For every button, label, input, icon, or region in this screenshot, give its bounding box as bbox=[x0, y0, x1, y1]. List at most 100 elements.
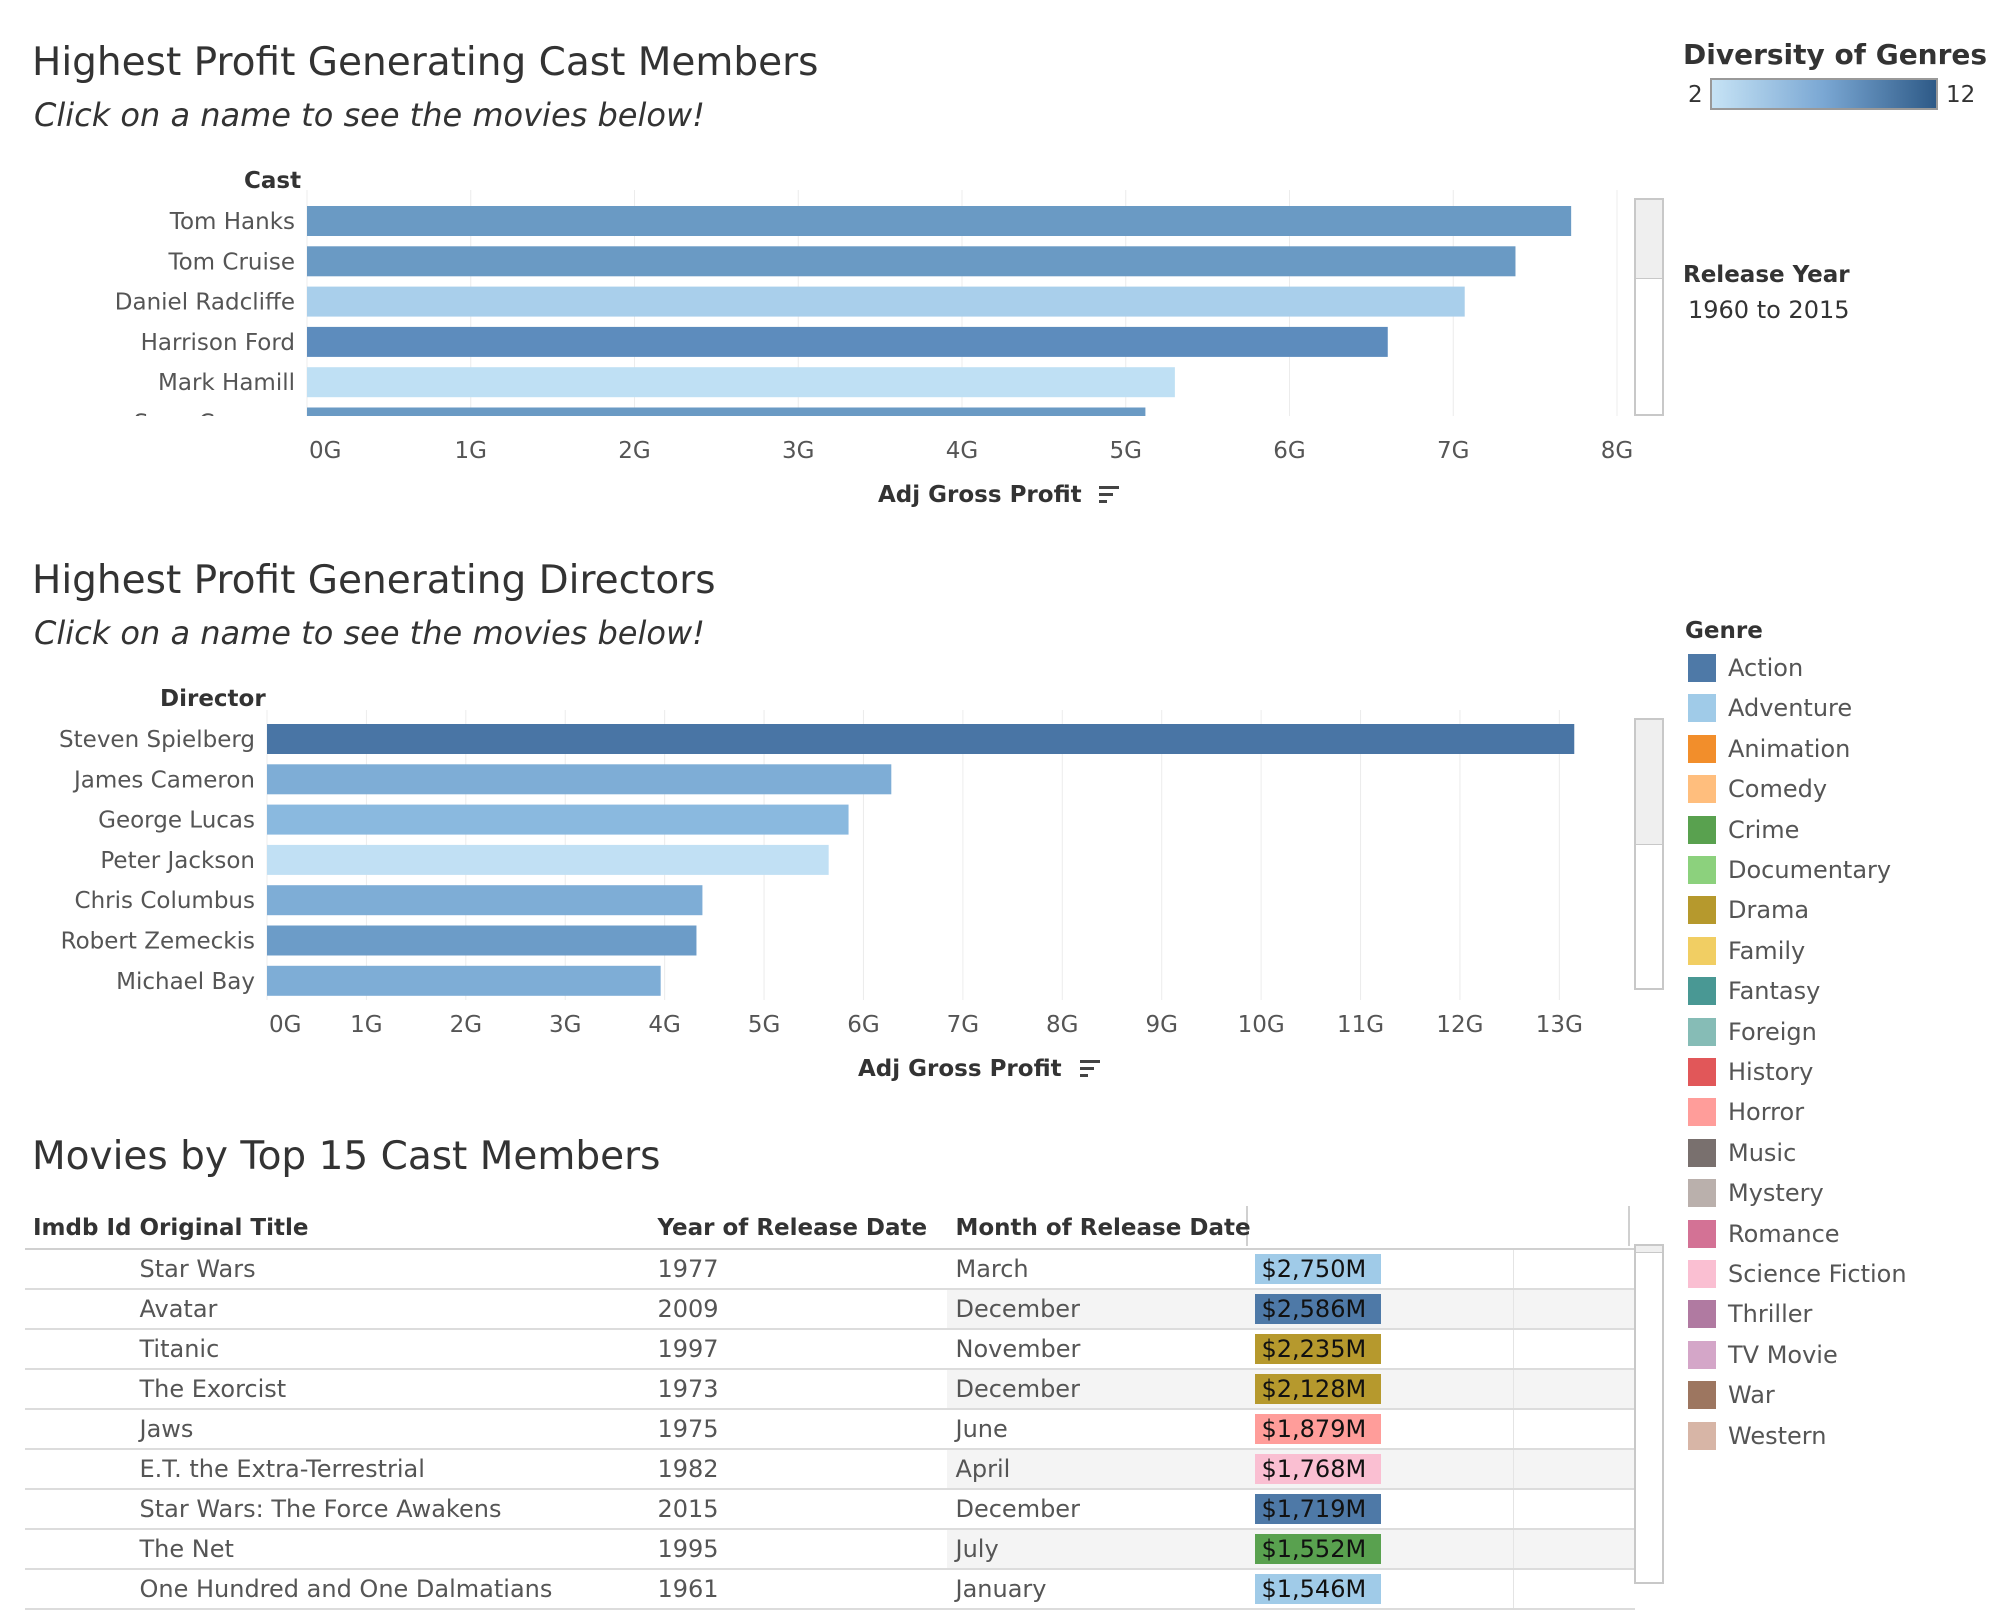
cast-name-label[interactable]: Tom Cruise bbox=[167, 249, 295, 275]
genre-legend-item[interactable]: Adventure bbox=[1688, 694, 1852, 723]
col-original-title[interactable]: Original Title bbox=[131, 1208, 650, 1250]
cast-bar[interactable] bbox=[307, 246, 1516, 277]
profit-genre-badge[interactable]: $2,586M bbox=[1255, 1294, 1382, 1324]
col-year[interactable]: Year of Release Date bbox=[649, 1208, 948, 1250]
sort-descending-icon[interactable] bbox=[1098, 484, 1121, 504]
cell-title: E.T. the Extra-Terrestrial bbox=[131, 1449, 650, 1490]
table-row[interactable]: E.T. the Extra-Terrestrial 1982 April $1,76… bbox=[25, 1449, 1635, 1490]
profit-genre-badge[interactable]: $1,546M bbox=[1255, 1574, 1382, 1604]
col-month[interactable]: Month of Release Date bbox=[947, 1208, 1256, 1250]
director-bar[interactable] bbox=[267, 804, 849, 835]
table-row[interactable]: Star Wars 1977 March $2,750M bbox=[25, 1249, 1635, 1290]
director-bar[interactable] bbox=[267, 724, 1575, 754]
cell-title: The Net bbox=[131, 1529, 650, 1570]
profit-genre-badge[interactable]: $2,128M bbox=[1255, 1374, 1382, 1404]
cast-scrollbar[interactable] bbox=[1634, 198, 1664, 416]
table-row[interactable]: Jaws 1975 June $1,879M bbox=[25, 1409, 1635, 1450]
genre-label: Western bbox=[1728, 1421, 1827, 1450]
cast-bar[interactable] bbox=[307, 206, 1572, 236]
director-name-label[interactable]: Robert Zemeckis bbox=[61, 929, 255, 955]
table-row[interactable]: The Exorcist 1973 December $2,128M bbox=[25, 1369, 1635, 1410]
profit-genre-badge[interactable]: $1,719M bbox=[1255, 1494, 1382, 1524]
cell-spacer bbox=[1512, 1529, 1635, 1570]
director-name-label[interactable]: Chris Columbus bbox=[75, 888, 255, 914]
profit-genre-badge[interactable]: $2,235M bbox=[1255, 1334, 1382, 1364]
col-imdb-id[interactable]: Imdb Id bbox=[25, 1208, 132, 1250]
cast-name-label[interactable]: Harrison Ford bbox=[141, 330, 295, 356]
table-row[interactable]: Star Wars: The Force Awakens 2015 December… bbox=[25, 1489, 1635, 1530]
cell-title: One Hundred and One Dalmatians bbox=[131, 1569, 650, 1610]
genre-legend-item[interactable]: Crime bbox=[1688, 815, 1799, 844]
genre-legend-item[interactable]: Romance bbox=[1688, 1219, 1840, 1248]
director-bar[interactable] bbox=[267, 925, 697, 956]
cast-name-label[interactable]: Tom Hanks bbox=[169, 209, 295, 235]
cast-name-label[interactable]: Sean Connery bbox=[134, 411, 295, 437]
director-tick-label: 5G bbox=[748, 1012, 780, 1038]
genre-legend-item[interactable]: History bbox=[1688, 1058, 1813, 1086]
cell-profit: $1,552M bbox=[1255, 1529, 1514, 1570]
genre-swatch bbox=[1688, 775, 1716, 804]
director-tick-label: 12G bbox=[1436, 1012, 1483, 1038]
cell-month: April bbox=[947, 1449, 1256, 1490]
genre-legend-item[interactable]: Documentary bbox=[1688, 856, 1891, 884]
genre-legend-item[interactable]: Mystery bbox=[1688, 1179, 1824, 1208]
genre-legend-item[interactable]: Foreign bbox=[1688, 1017, 1817, 1046]
genre-legend-item[interactable]: Thriller bbox=[1688, 1300, 1812, 1329]
director-bar[interactable] bbox=[267, 885, 703, 916]
genre-legend-item[interactable]: TV Movie bbox=[1688, 1340, 1838, 1369]
cell-profit: $1,879M bbox=[1255, 1409, 1514, 1450]
director-scroll-thumb[interactable] bbox=[1636, 720, 1662, 845]
genre-legend-item[interactable]: Family bbox=[1688, 936, 1805, 965]
cell-spacer bbox=[1512, 1409, 1635, 1450]
cast-bar-chart[interactable]: Tom Hanks Tom Cruise Daniel Radcliffe Harri… bbox=[0, 190, 1640, 480]
director-bar-chart[interactable]: Steven Spielberg James Cameron George Luca… bbox=[0, 710, 1640, 1050]
director-name-label[interactable]: Michael Bay bbox=[116, 969, 255, 995]
table-row[interactable]: Titanic 1997 November $2,235M bbox=[25, 1329, 1635, 1370]
director-bar[interactable] bbox=[267, 844, 829, 875]
genre-legend-item[interactable]: War bbox=[1688, 1381, 1775, 1410]
genre-legend-item[interactable]: Music bbox=[1688, 1138, 1796, 1167]
cast-scroll-thumb[interactable] bbox=[1636, 200, 1662, 279]
genre-swatch bbox=[1688, 694, 1716, 723]
sort-descending-icon[interactable] bbox=[1079, 1058, 1102, 1078]
genre-legend-item[interactable]: Animation bbox=[1688, 734, 1850, 763]
cast-tick-label: 6G bbox=[1273, 438, 1305, 464]
cell-spacer bbox=[1512, 1249, 1635, 1290]
genre-legend-item[interactable]: Comedy bbox=[1688, 775, 1828, 804]
table-row[interactable]: The Net 1995 July $1,552M bbox=[25, 1529, 1635, 1570]
col-profit[interactable] bbox=[1255, 1208, 1514, 1250]
movies-scroll-thumb[interactable] bbox=[1636, 1246, 1662, 1253]
cast-bar[interactable] bbox=[307, 326, 1388, 357]
cast-name-label[interactable]: Daniel Radcliffe bbox=[115, 290, 295, 316]
cell-year: 1973 bbox=[649, 1369, 948, 1410]
genre-legend-item[interactable]: Fantasy bbox=[1688, 977, 1820, 1006]
director-bar[interactable] bbox=[267, 965, 661, 996]
table-row[interactable]: One Hundred and One Dalmatians 1961 Januar… bbox=[25, 1569, 1635, 1610]
cast-bar[interactable] bbox=[307, 286, 1465, 317]
genre-legend-item[interactable]: Horror bbox=[1688, 1098, 1804, 1127]
movies-scrollbar[interactable] bbox=[1634, 1244, 1664, 1584]
cast-bar[interactable] bbox=[307, 367, 1175, 398]
genre-legend-item[interactable]: Drama bbox=[1688, 896, 1809, 925]
profit-genre-badge[interactable]: $2,750M bbox=[1255, 1254, 1382, 1284]
director-name-label[interactable]: James Cameron bbox=[72, 767, 255, 793]
genre-legend-item[interactable]: Action bbox=[1688, 654, 1803, 682]
cast-name-label[interactable]: Mark Hamill bbox=[158, 370, 295, 396]
cell-year: 2015 bbox=[649, 1489, 948, 1530]
genre-label: Comedy bbox=[1728, 775, 1828, 804]
director-name-label[interactable]: Steven Spielberg bbox=[59, 727, 255, 753]
director-name-label[interactable]: Peter Jackson bbox=[100, 848, 255, 874]
genre-legend-item[interactable]: Western bbox=[1688, 1421, 1827, 1450]
director-axis-title-wrap: Adj Gross Profit bbox=[858, 1056, 1102, 1082]
profit-genre-badge[interactable]: $1,768M bbox=[1255, 1454, 1382, 1484]
release-year-value[interactable]: 1960 to 2015 bbox=[1688, 296, 1850, 324]
table-row[interactable]: Avatar 2009 December $2,586M bbox=[25, 1289, 1635, 1330]
cast-bar[interactable] bbox=[307, 407, 1146, 438]
genre-legend-item[interactable]: Science Fiction bbox=[1688, 1260, 1907, 1288]
director-tick-label: 7G bbox=[947, 1012, 979, 1038]
profit-genre-badge[interactable]: $1,879M bbox=[1255, 1414, 1382, 1444]
director-scrollbar[interactable] bbox=[1634, 718, 1664, 990]
profit-genre-badge[interactable]: $1,552M bbox=[1255, 1534, 1382, 1564]
director-name-label[interactable]: George Lucas bbox=[98, 808, 255, 834]
director-bar[interactable] bbox=[267, 764, 892, 795]
